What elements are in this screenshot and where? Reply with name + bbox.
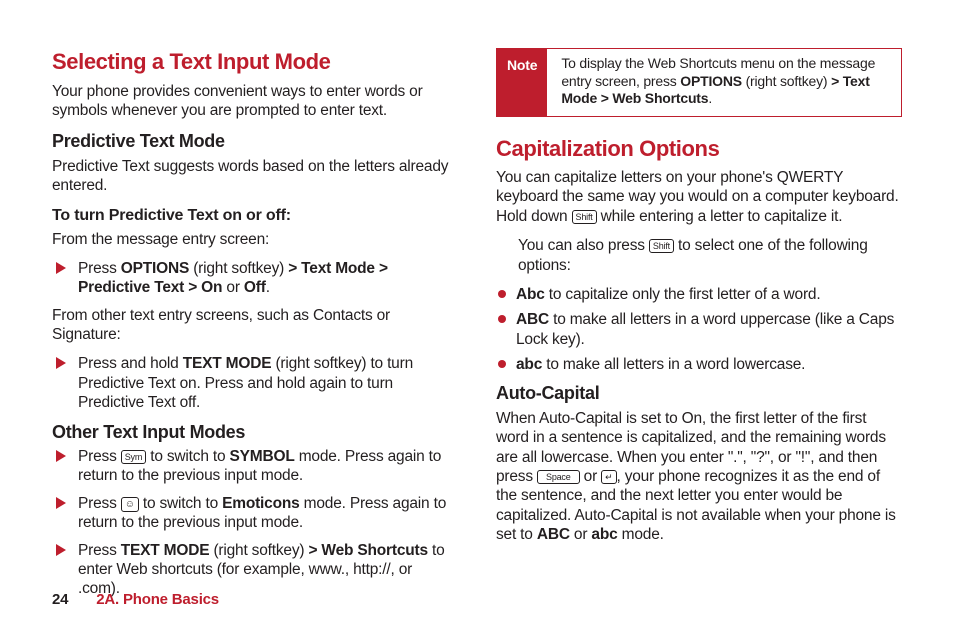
text: to make all letters in a word lowercase. — [542, 356, 805, 373]
page-number: 24 — [52, 591, 68, 608]
howto-intro: From the message entry screen: — [52, 230, 458, 249]
text: Press — [78, 495, 121, 512]
cap-paragraph-2: You can also press Shift to select one o… — [518, 236, 902, 275]
text: You can also press — [518, 237, 649, 254]
list-item: abc to make all letters in a word lowerc… — [496, 355, 902, 374]
right-column: Note To display the Web Shortcuts menu o… — [496, 48, 902, 607]
list-item: Abc to capitalize only the first letter … — [496, 285, 902, 304]
howto-heading: To turn Predictive Text on or off: — [52, 206, 458, 226]
text: . — [266, 279, 270, 296]
bold: > Web Shortcuts — [308, 542, 427, 559]
bold: TEXT MODE — [121, 542, 210, 559]
shift-key-icon: Shift — [649, 239, 674, 253]
subheading-auto-capital: Auto-Capital — [496, 382, 902, 405]
text: mode. — [618, 526, 664, 543]
text: Press — [78, 260, 121, 277]
text: (right softkey) — [742, 73, 831, 89]
other-modes-list: Press Sym to switch to SYMBOL mode. Pres… — [52, 447, 458, 599]
intro-paragraph: Your phone provides convenient ways to e… — [52, 82, 458, 121]
list-item: ABC to make all letters in a word upperc… — [496, 310, 902, 349]
list-item: Press Sym to switch to SYMBOL mode. Pres… — [52, 447, 458, 486]
other-screens-intro: From other text entry screens, such as C… — [52, 306, 458, 345]
chapter-title: 2A. Phone Basics — [96, 591, 219, 608]
bold: ABC — [537, 526, 570, 543]
text: to make all letters in a word uppercase … — [516, 311, 894, 347]
text: Press and hold — [78, 355, 183, 372]
bold: Emoticons — [222, 495, 299, 512]
auto-capital-body: When Auto-Capital is set to On, the firs… — [496, 409, 902, 545]
list-item: Press TEXT MODE (right softkey) > Web Sh… — [52, 541, 458, 599]
text: to switch to — [139, 495, 222, 512]
note-label: Note — [497, 49, 547, 116]
predictive-steps-1: Press OPTIONS (right softkey) > Text Mod… — [52, 259, 458, 298]
bold: SYMBOL — [229, 448, 294, 465]
shift-key-icon: Shift — [572, 210, 597, 224]
note-callout: Note To display the Web Shortcuts menu o… — [496, 48, 902, 117]
emoticon-key-icon: ☺ — [121, 497, 139, 512]
note-content: To display the Web Shortcuts menu on the… — [547, 49, 901, 116]
two-column-layout: Selecting a Text Input Mode Your phone p… — [52, 48, 902, 607]
subheading-predictive: Predictive Text Mode — [52, 130, 458, 153]
list-item: Press OPTIONS (right softkey) > Text Mod… — [52, 259, 458, 298]
section-heading-capitalization: Capitalization Options — [496, 135, 902, 163]
bold: Off — [244, 279, 266, 296]
section-heading-selecting: Selecting a Text Input Mode — [52, 48, 458, 76]
list-item: Press ☺ to switch to Emoticons mode. Pre… — [52, 494, 458, 533]
text: or — [222, 279, 244, 296]
text: Press — [78, 542, 121, 559]
text: or — [580, 468, 602, 485]
bold: TEXT MODE — [183, 355, 272, 372]
predictive-steps-2: Press and hold TEXT MODE (right softkey)… — [52, 354, 458, 412]
text: to switch to — [146, 448, 229, 465]
text: to capitalize only the first letter of a… — [545, 286, 821, 303]
text: (right softkey) — [209, 542, 308, 559]
predictive-body: Predictive Text suggests words based on … — [52, 157, 458, 196]
bold: OPTIONS — [680, 73, 742, 89]
text: (right softkey) — [189, 260, 288, 277]
cap-paragraph-1: You can capitalize letters on your phone… — [496, 168, 902, 226]
space-key-icon: Space — [537, 470, 580, 484]
bold: ABC — [516, 311, 549, 328]
sym-key-icon: Sym — [121, 450, 146, 464]
bold: OPTIONS — [121, 260, 189, 277]
text: . — [708, 90, 712, 106]
bold: abc — [591, 526, 617, 543]
cap-options-list: Abc to capitalize only the first letter … — [496, 285, 902, 375]
text: Press — [78, 448, 121, 465]
bold: abc — [516, 356, 542, 373]
page-footer: 24 2A. Phone Basics — [52, 591, 219, 610]
text: or — [570, 526, 592, 543]
list-item: Press and hold TEXT MODE (right softkey)… — [52, 354, 458, 412]
subheading-other-modes: Other Text Input Modes — [52, 421, 458, 444]
text: while entering a letter to capitalize it… — [597, 208, 843, 225]
enter-key-icon: ↵ — [601, 470, 616, 484]
bold: Abc — [516, 286, 545, 303]
left-column: Selecting a Text Input Mode Your phone p… — [52, 48, 458, 607]
